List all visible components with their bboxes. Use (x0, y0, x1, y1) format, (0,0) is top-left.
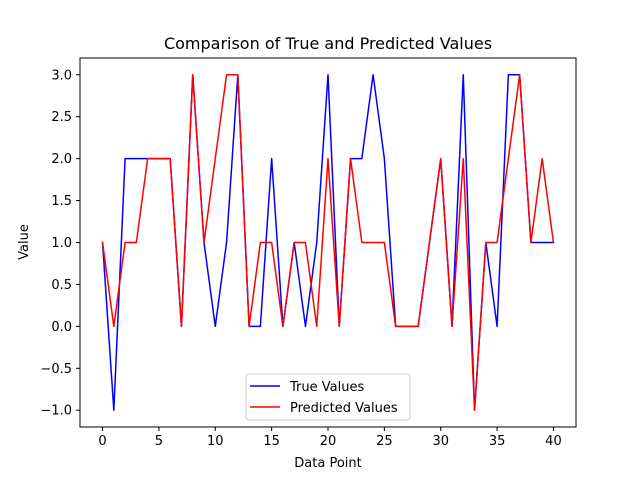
legend: True Values Predicted Values (245, 373, 411, 421)
x-axis: 0 5 10 15 20 25 30 35 40 (98, 427, 562, 449)
x-tick-label: 15 (263, 434, 280, 449)
x-tick-label: 25 (376, 434, 393, 449)
legend-label: Predicted Values (290, 401, 398, 416)
x-tick-label: 30 (432, 434, 449, 449)
x-tick-label: 10 (207, 434, 224, 449)
x-axis-title: Data Point (294, 456, 361, 471)
legend-box (245, 373, 411, 421)
plot-lines (101, 74, 555, 411)
y-axis-title: Value (17, 224, 32, 260)
x-tick-label: 35 (489, 434, 506, 449)
series-line-predicted-values (101, 74, 555, 411)
y-tick-label: 3.0 (51, 68, 72, 83)
y-tick-label: −1.0 (40, 404, 72, 419)
x-tick-label: 40 (545, 434, 562, 449)
x-tick-label: 0 (98, 434, 106, 449)
y-axis: −1.0 −0.5 0.0 0.5 1.0 1.5 2.0 2.5 3.0 (40, 68, 80, 419)
y-tick-label: −0.5 (40, 362, 72, 377)
y-tick-label: 1.5 (51, 194, 72, 209)
y-tick-label: 1.0 (51, 236, 72, 251)
y-tick-label: 2.0 (51, 152, 72, 167)
y-tick-label: 2.5 (51, 110, 72, 125)
x-tick-label: 5 (155, 434, 163, 449)
y-tick-label: 0.0 (51, 320, 72, 335)
legend-label: True Values (289, 380, 364, 395)
y-tick-label: 0.5 (51, 278, 72, 293)
chart-title: Comparison of True and Predicted Values (164, 34, 492, 53)
x-tick-label: 20 (320, 434, 337, 449)
